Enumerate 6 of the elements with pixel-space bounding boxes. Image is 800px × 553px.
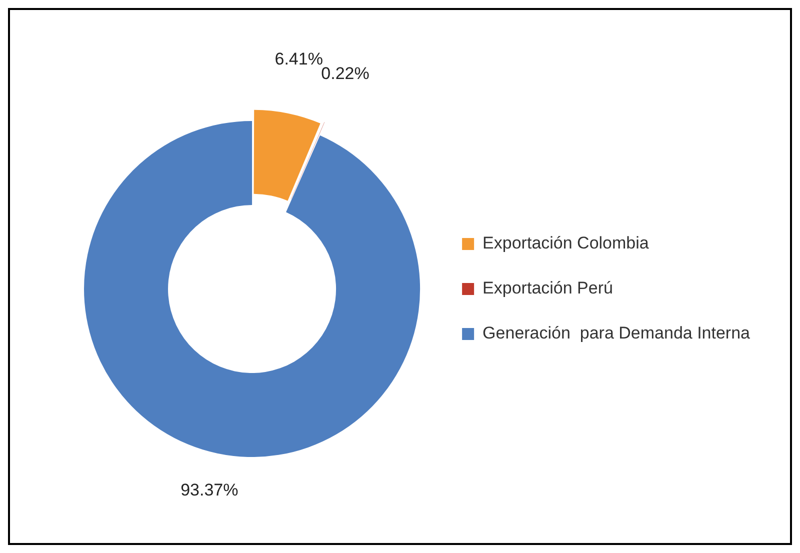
legend-label: Exportación Perú bbox=[482, 278, 613, 298]
legend-label: Generación para Demanda Interna bbox=[482, 324, 751, 343]
data-label: 0.22% bbox=[321, 64, 370, 84]
data-label: 6.41% bbox=[274, 49, 323, 68]
legend-label: Exportación Colombia bbox=[482, 234, 650, 253]
data-label: 93.37% bbox=[180, 480, 238, 500]
